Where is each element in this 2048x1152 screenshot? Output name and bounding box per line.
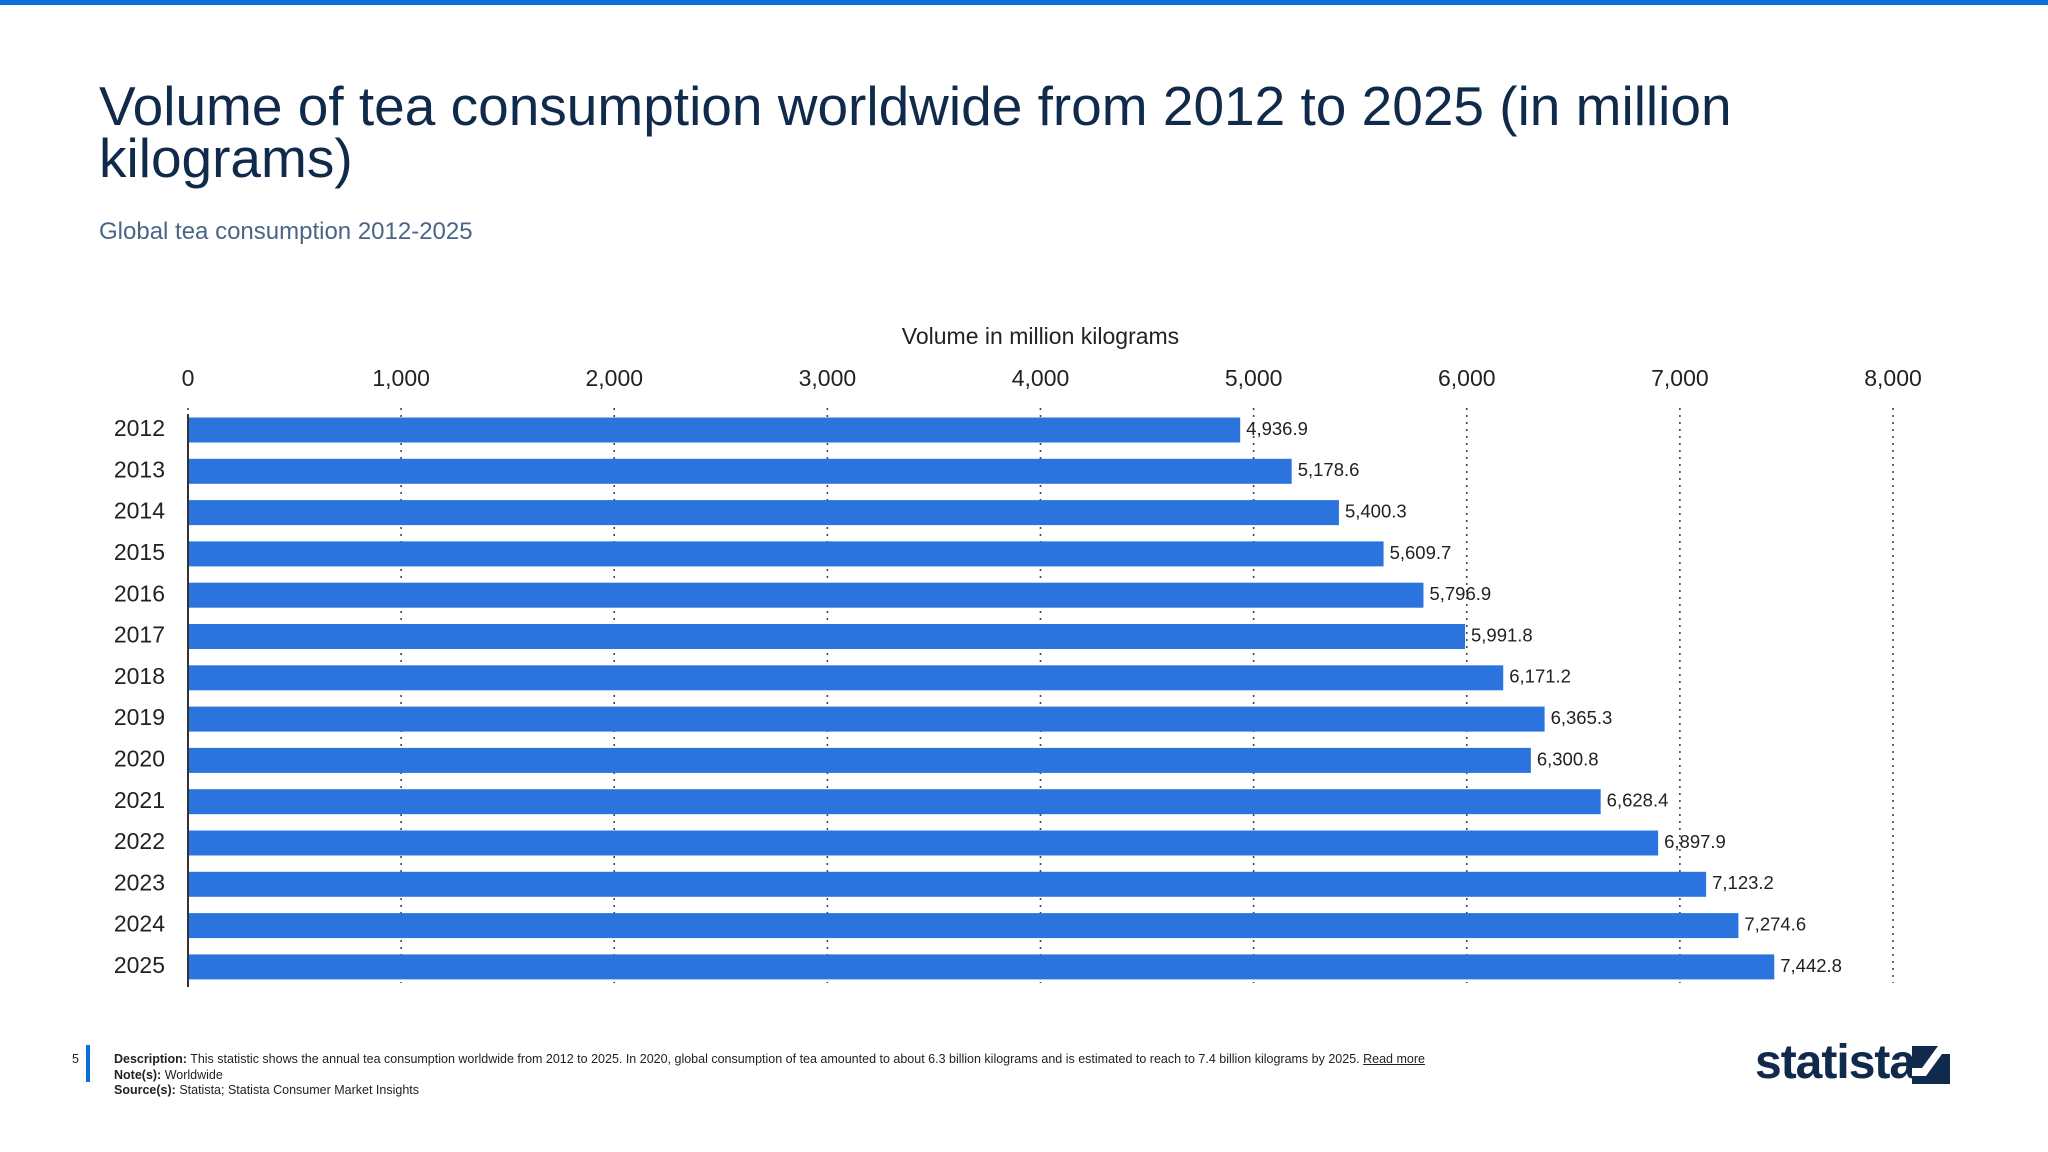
bar (188, 582, 1424, 608)
bar (188, 665, 1504, 691)
page-marker (86, 1045, 90, 1082)
x-tick-label: 7,000 (1651, 365, 1709, 391)
x-tick-label: 1,000 (372, 365, 430, 391)
chart-title: Volume of tea consumption worldwide from… (99, 75, 1732, 189)
page-number: 5 (72, 1052, 79, 1066)
y-tick-label: 2021 (114, 787, 165, 813)
y-tick-label: 2018 (114, 663, 165, 689)
data-label: 5,796.9 (1429, 583, 1491, 604)
x-tick-label: 5,000 (1225, 365, 1283, 391)
data-label: 6,628.4 (1607, 790, 1669, 811)
y-tick-label: 2025 (114, 952, 165, 978)
data-label: 6,171.2 (1509, 666, 1571, 687)
footer: Description: This statistic shows the an… (114, 1052, 1425, 1099)
sources-line: Source(s): Statista; Statista Consumer M… (114, 1083, 1425, 1099)
bar (188, 871, 1707, 897)
x-tick-label: 2,000 (585, 365, 643, 391)
bar (188, 500, 1339, 526)
data-label: 5,609.7 (1390, 542, 1452, 563)
logo-icon (1912, 1046, 1950, 1084)
bar (188, 747, 1531, 773)
axis-title: Volume in million kilograms (902, 323, 1179, 349)
bar (188, 706, 1545, 732)
notes-label: Note(s): (114, 1067, 162, 1082)
bar (188, 541, 1384, 567)
y-tick-label: 2012 (114, 415, 165, 441)
y-tick-label: 2020 (114, 745, 165, 771)
data-label: 5,178.6 (1298, 459, 1360, 480)
y-tick-label: 2022 (114, 828, 165, 854)
description: This statistic shows the annual tea cons… (190, 1052, 1360, 1066)
bar (188, 913, 1739, 939)
x-tick-label: 0 (182, 365, 195, 391)
bar (188, 954, 1775, 980)
data-label: 5,991.8 (1471, 624, 1533, 645)
chart-subtitle: Global tea consumption 2012-2025 (99, 218, 473, 245)
y-tick-label: 2015 (114, 539, 165, 565)
sources-label: Source(s): (114, 1083, 176, 1097)
description-line: Description: This statistic shows the an… (114, 1052, 1425, 1068)
description-label: Description: (114, 1052, 187, 1066)
x-tick-label: 4,000 (1012, 365, 1070, 391)
data-label: 4,936.9 (1246, 418, 1308, 439)
y-tick-label: 2023 (114, 869, 165, 895)
y-tick-label: 2017 (114, 622, 165, 648)
data-label: 6,300.8 (1537, 748, 1599, 769)
bar (188, 789, 1601, 815)
x-tick-label: 6,000 (1438, 365, 1496, 391)
sources: Statista; Statista Consumer Market Insig… (179, 1083, 419, 1097)
data-label: 5,400.3 (1345, 500, 1407, 521)
y-tick-label: 2024 (114, 911, 165, 937)
notes: Worldwide (164, 1067, 223, 1082)
x-tick-label: 8,000 (1864, 365, 1922, 391)
data-label: 7,442.8 (1780, 955, 1842, 976)
notes-line: Note(s): Worldwide (114, 1068, 1425, 1084)
y-tick-label: 2013 (114, 456, 165, 482)
data-label: 6,897.9 (1664, 831, 1726, 852)
bar (188, 830, 1659, 856)
bar (188, 458, 1292, 484)
bar (188, 417, 1241, 443)
data-label: 7,123.2 (1712, 872, 1774, 893)
y-tick-label: 2016 (114, 580, 165, 606)
data-label: 6,365.3 (1551, 707, 1613, 728)
logo[interactable]: statista (1755, 1036, 1916, 1089)
y-tick-label: 2014 (114, 498, 165, 524)
data-label: 7,274.6 (1744, 913, 1806, 934)
y-tick-label: 2019 (114, 704, 165, 730)
read-more-link[interactable]: Read more (1363, 1052, 1425, 1066)
x-tick-label: 3,000 (799, 365, 857, 391)
top-bar (0, 0, 2048, 5)
bar (188, 624, 1466, 649)
